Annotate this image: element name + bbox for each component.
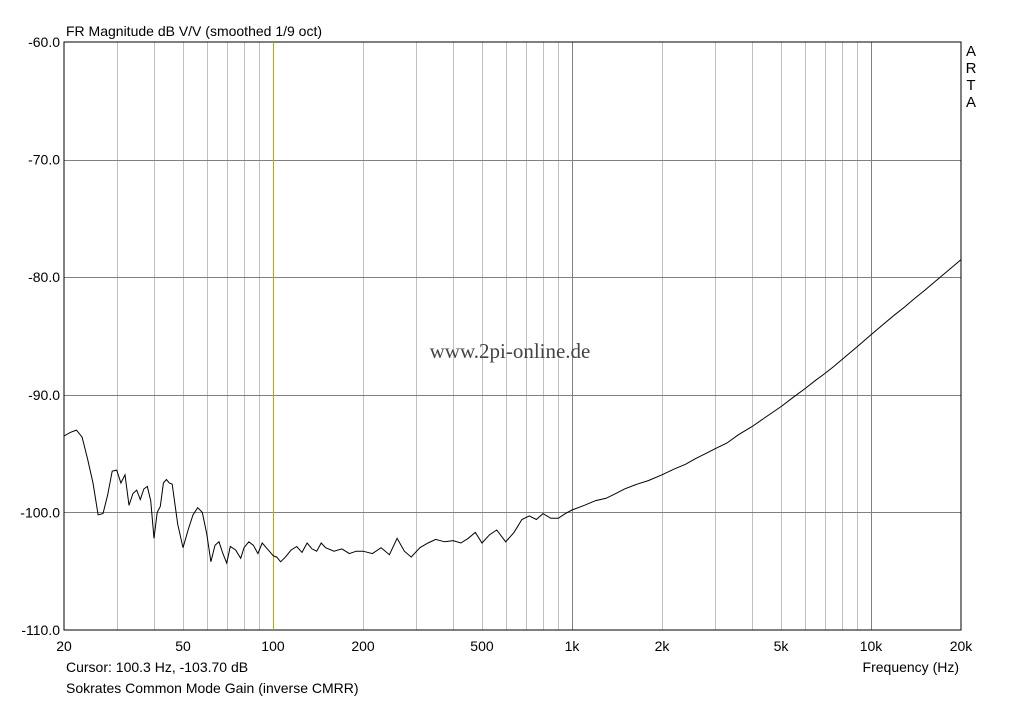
x-tick-label: 20k [950,638,974,654]
x-tick-label: 100 [261,638,285,654]
plot-frame [63,41,962,631]
y-tick-label: -80.0 [28,269,60,285]
y-tick-label: -110.0 [21,622,60,638]
watermark-text: www.2pi-online.de [430,339,591,363]
x-tick-label: 500 [470,638,494,654]
series-line-1 [63,259,962,565]
x-tick-label: 50 [175,638,191,654]
y-tick-label: -100.0 [20,504,60,520]
x-tick-label: 5k [774,638,790,654]
brand-letter-3: T [966,77,975,94]
brand-letter-4: A [966,94,976,111]
y-tick-labels: -60.0 -70.0 -80.0 -90.0 -100.0 -110.0 [20,34,60,638]
y-tick-label: -60.0 [28,34,60,50]
chart-title: FR Magnitude dB V/V (smoothed 1/9 oct) [66,23,322,39]
x-axis-label: Frequency (Hz) [863,659,959,675]
x-tick-label: 20 [56,638,72,654]
x-tick-label: 1k [565,638,581,654]
x-tick-labels: 20 50 100 200 500 1k 2k 5k 10k 20k [56,638,973,654]
cursor-readout: Cursor: 100.3 Hz, -103.70 dB [66,659,248,675]
brand-letter-2: R [966,60,977,77]
chart-caption: Sokrates Common Mode Gain (inverse CMRR) [66,680,359,696]
grid-lines [64,42,961,630]
x-tick-label: 200 [351,638,375,654]
y-tick-label: -90.0 [28,387,60,403]
x-tick-label: 2k [655,638,671,654]
x-tick-label: 10k [860,638,884,654]
brand-letter-1: A [966,43,976,60]
y-tick-label: -70.0 [28,152,60,168]
